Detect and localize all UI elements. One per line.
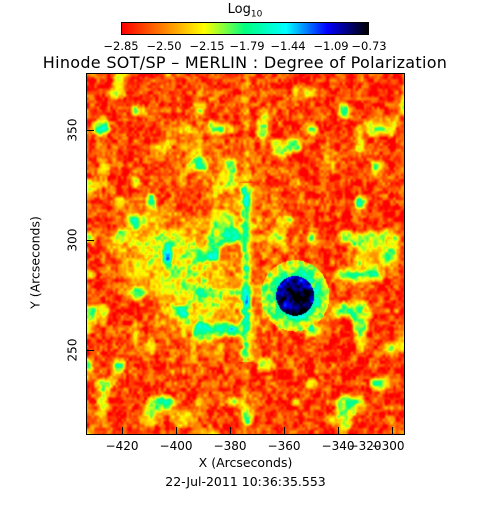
colorbar-tick: −2.85 bbox=[103, 39, 139, 53]
colorbar-tick-labels: −2.85 −2.50 −2.15 −1.79 −1.44 −1.09 −0.7… bbox=[103, 39, 386, 53]
y-tick-label: 300 bbox=[65, 228, 80, 252]
colorbar-tick: −0.73 bbox=[351, 39, 387, 53]
colorbar-tick: −1.09 bbox=[313, 39, 349, 53]
colorbar-label-main: Log bbox=[227, 2, 251, 17]
x-tick-label: −400 bbox=[159, 439, 193, 453]
x-tick-label: −300 bbox=[371, 439, 405, 453]
y-axis-label: Y (Arcseconds) bbox=[27, 216, 43, 309]
x-axis-label: X (Arcseconds) bbox=[198, 455, 293, 470]
colorbar bbox=[121, 22, 369, 35]
x-tick-label: −340 bbox=[321, 439, 355, 453]
colorbar-label: Log10 bbox=[0, 2, 490, 20]
colorbar-tick: −2.15 bbox=[189, 39, 225, 53]
y-tick-label: 250 bbox=[65, 338, 80, 362]
polarization-map-frame bbox=[86, 73, 405, 435]
x-tick-label: −380 bbox=[213, 439, 247, 453]
plot-title: Hinode SOT/SP – MERLIN : Degree of Polar… bbox=[42, 53, 448, 72]
x-tick-label: −420 bbox=[105, 439, 139, 453]
colorbar-tick: −2.50 bbox=[146, 39, 182, 53]
observation-timestamp: 22-Jul-2011 10:36:35.553 bbox=[165, 474, 326, 489]
x-tick-label: −320 bbox=[348, 439, 382, 453]
x-tick-label: −360 bbox=[267, 439, 301, 453]
y-tick-label: 350 bbox=[65, 118, 80, 142]
polarization-map-image bbox=[87, 74, 404, 434]
colorbar-tick: −1.79 bbox=[229, 39, 265, 53]
colorbar-tick: −1.44 bbox=[270, 39, 306, 53]
colorbar-label-subscript: 10 bbox=[250, 9, 263, 20]
